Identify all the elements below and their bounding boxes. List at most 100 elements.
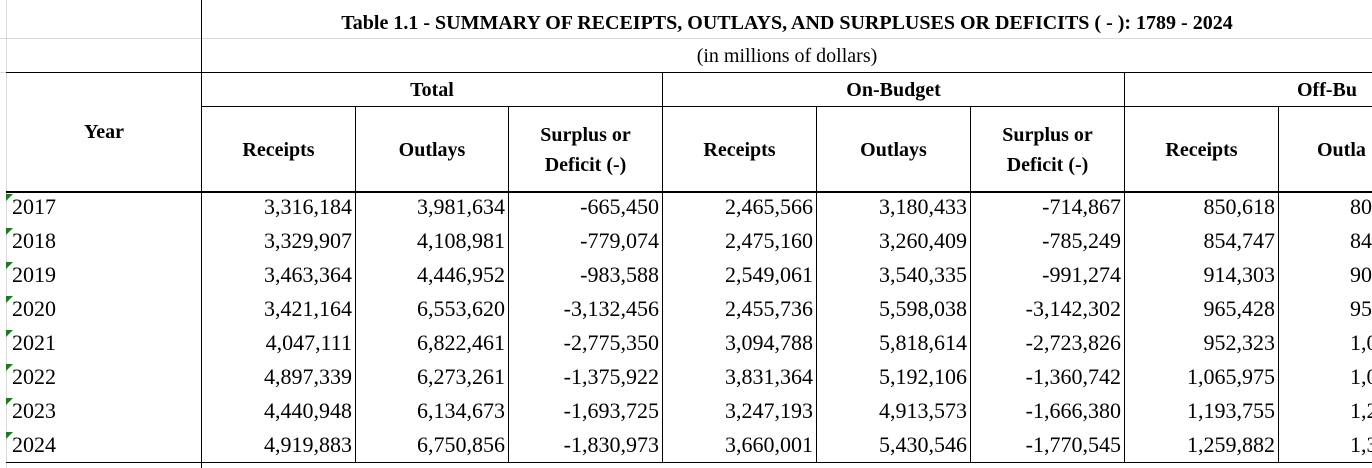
column-header-offbudget-receipts[interactable]: Receipts [1165,139,1238,161]
cell-onbudget-outlays[interactable]: 5,598,038 [879,296,967,321]
table-row: 2019 3,463,364 4,446,952 -983,588 2,549,061 3… [0,260,1372,294]
cell-total-receipts[interactable]: 4,919,883 [264,432,352,457]
cell-total-surplus[interactable]: -1,375,922 [563,364,659,389]
year-cell[interactable]: 2019 [12,262,56,287]
cell-offbudget-outlays[interactable]: 1,22 [1350,398,1372,423]
column-header-total-outlays[interactable]: Outlays [398,139,466,161]
cell-offbudget-outlays[interactable]: 84 [1350,228,1372,253]
cell-onbudget-receipts[interactable]: 3,660,001 [725,432,813,457]
cell-total-outlays[interactable]: 6,553,620 [417,296,505,321]
cell-onbudget-receipts[interactable]: 2,455,736 [725,296,813,321]
table-subtitle[interactable]: (in millions of dollars) [696,45,878,67]
cell-offbudget-receipts[interactable]: 914,303 [1203,262,1276,287]
group-border [662,72,663,462]
table-row: 2020 3,421,164 6,553,620 -3,132,456 2,455,73… [0,294,1372,328]
cell-total-receipts[interactable]: 4,897,339 [264,364,352,389]
cell-offbudget-receipts[interactable]: 952,323 [1203,330,1276,355]
table-row: 2023 4,440,948 6,134,673 -1,693,725 3,247,19… [0,396,1372,430]
cell-offbudget-receipts[interactable]: 1,065,975 [1187,364,1275,389]
error-indicator-icon[interactable] [6,194,13,201]
table-title[interactable]: Table 1.1 - SUMMARY OF RECEIPTS, OUTLAYS… [341,12,1233,34]
cell-onbudget-surplus[interactable]: -2,723,826 [1025,330,1121,355]
cell-total-receipts[interactable]: 3,329,907 [264,228,352,253]
cell-onbudget-outlays[interactable]: 5,818,614 [879,330,967,355]
cell-total-receipts[interactable]: 3,421,164 [264,296,352,321]
cell-total-surplus[interactable]: -1,693,725 [563,398,659,423]
cell-onbudget-receipts[interactable]: 3,247,193 [725,398,813,423]
cell-total-surplus[interactable]: -983,588 [580,262,659,287]
error-indicator-icon[interactable] [6,330,13,337]
error-indicator-icon[interactable] [6,262,13,269]
cell-offbudget-receipts[interactable]: 1,193,755 [1187,398,1275,423]
cell-onbudget-surplus[interactable]: -1,770,545 [1025,432,1121,457]
cell-total-outlays[interactable]: 4,108,981 [417,228,505,253]
cell-total-outlays[interactable]: 6,134,673 [417,398,505,423]
cell-offbudget-outlays[interactable]: 1,08 [1350,364,1372,389]
cell-offbudget-outlays[interactable]: 1,00 [1350,330,1372,355]
error-indicator-icon[interactable] [6,296,13,303]
cell-onbudget-outlays[interactable]: 3,260,409 [879,228,967,253]
table-bottom-border [6,462,1372,463]
cell-onbudget-surplus[interactable]: -1,666,380 [1025,398,1121,423]
cell-total-outlays[interactable]: 6,273,261 [417,364,505,389]
year-cell[interactable]: 2022 [12,364,56,389]
cell-total-receipts[interactable]: 4,047,111 [265,330,352,355]
group-header-off-budget[interactable]: Off-Bu [1297,79,1357,101]
cell-total-receipts[interactable]: 3,463,364 [264,262,352,287]
year-cell[interactable]: 2023 [12,398,56,423]
cell-onbudget-outlays[interactable]: 3,180,433 [879,194,967,219]
group-header-total[interactable]: Total [410,79,454,101]
cell-total-surplus[interactable]: -2,775,350 [563,330,659,355]
cell-offbudget-outlays[interactable]: 1,32 [1350,432,1372,457]
column-header-onbudget-receipts[interactable]: Receipts [703,139,776,161]
year-cell[interactable]: 2020 [12,296,56,321]
cell-onbudget-outlays[interactable]: 4,913,573 [879,398,967,423]
cell-onbudget-receipts[interactable]: 2,549,061 [725,262,813,287]
cell-total-outlays[interactable]: 6,750,856 [417,432,505,457]
cell-total-surplus[interactable]: -3,132,456 [563,296,659,321]
cell-total-surplus[interactable]: -1,830,973 [563,432,659,457]
cell-onbudget-receipts[interactable]: 2,475,160 [725,228,813,253]
column-header-total-surplus[interactable]: Surplus or Deficit (-) [540,124,631,176]
cell-onbudget-outlays[interactable]: 3,540,335 [879,262,967,287]
cell-total-outlays[interactable]: 6,822,461 [417,330,505,355]
year-cell[interactable]: 2024 [12,432,56,457]
cell-offbudget-receipts[interactable]: 850,618 [1203,194,1276,219]
cell-onbudget-surplus[interactable]: -714,867 [1042,194,1121,219]
cell-offbudget-outlays[interactable]: 80 [1350,194,1372,219]
cell-total-outlays[interactable]: 3,981,634 [417,194,505,219]
column-header-onbudget-outlays[interactable]: Outlays [860,139,927,161]
column-header-offbudget-outlays[interactable]: Outla [1317,139,1366,161]
year-cell[interactable]: 2021 [12,330,56,355]
cell-offbudget-receipts[interactable]: 965,428 [1203,296,1276,321]
cell-offbudget-outlays[interactable]: 90 [1350,262,1372,287]
year-cell[interactable]: 2017 [12,194,56,219]
cell-offbudget-outlays[interactable]: 95 [1350,296,1372,321]
error-indicator-icon[interactable] [6,364,13,371]
cell-onbudget-receipts[interactable]: 3,094,788 [725,330,813,355]
error-indicator-icon[interactable] [6,432,13,439]
cell-total-surplus[interactable]: -665,450 [580,194,659,219]
column-header-total-receipts[interactable]: Receipts [242,139,315,161]
cell-total-outlays[interactable]: 4,446,952 [417,262,505,287]
cell-onbudget-surplus[interactable]: -1,360,742 [1025,364,1121,389]
cell-onbudget-receipts[interactable]: 3,831,364 [725,364,813,389]
cell-offbudget-receipts[interactable]: 1,259,882 [1187,432,1275,457]
year-cell[interactable]: 2018 [12,228,56,253]
cell-total-surplus[interactable]: -779,074 [580,228,659,253]
group-header-on-budget[interactable]: On-Budget [846,79,941,101]
cell-total-receipts[interactable]: 3,316,184 [264,194,352,219]
column-header-onbudget-surplus[interactable]: Surplus or Deficit (-) [1002,124,1093,176]
error-indicator-icon[interactable] [6,398,13,405]
cell-onbudget-surplus[interactable]: -785,249 [1042,228,1121,253]
error-indicator-icon[interactable] [6,228,13,235]
cell-onbudget-surplus[interactable]: -3,142,302 [1025,296,1121,321]
cell-onbudget-surplus[interactable]: -991,274 [1042,262,1121,287]
cell-offbudget-receipts[interactable]: 854,747 [1203,228,1276,253]
cell-onbudget-outlays[interactable]: 5,430,546 [879,432,967,457]
cell-onbudget-receipts[interactable]: 2,465,566 [725,194,813,219]
cell-onbudget-outlays[interactable]: 5,192,106 [879,364,967,389]
cell-total-receipts[interactable]: 4,440,948 [264,398,352,423]
year-header[interactable]: Year [84,121,124,143]
